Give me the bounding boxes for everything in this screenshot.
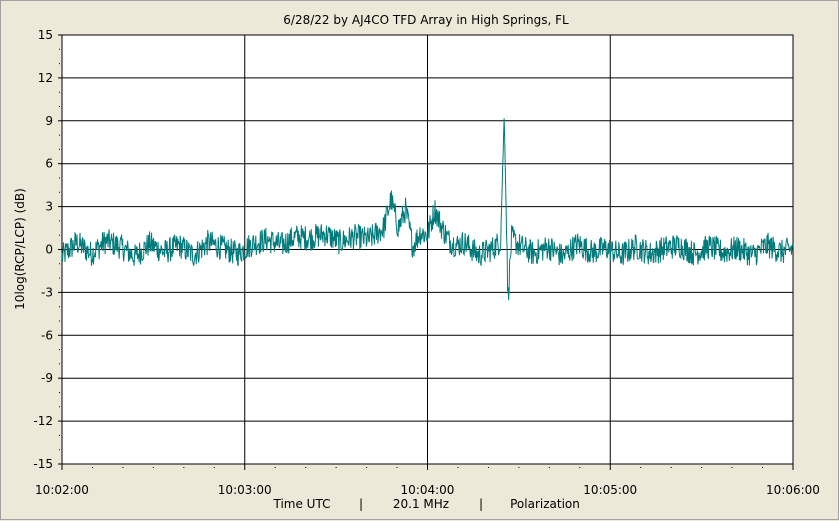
x-tick-label: 10:02:00 [35,483,89,497]
y-axis-label: 10log(RCP/LCP) (dB) [13,188,27,310]
y-tick-label: 12 [38,71,53,85]
y-axis: -15 -12 -9 -6 -3 0 3 6 9 12 15 [33,28,62,471]
x-axis-label-part: Time UTC [273,497,331,511]
series-line-polarization [61,118,794,301]
x-axis-label: Time UTC | 20.1 MHz | Polarization [273,497,580,511]
y-tick-label: 6 [45,157,53,171]
x-tick-label: 10:04:00 [401,483,455,497]
y-tick-label: -15 [33,457,53,471]
x-tick-label: 10:05:00 [583,483,637,497]
y-tick-label: 3 [45,200,53,214]
x-axis-label-part: | [359,497,363,511]
y-tick-label: 9 [45,114,53,128]
x-tick-label: 10:06:00 [766,483,820,497]
y-tick-label: -12 [33,414,53,428]
chart-title: 6/28/22 by AJ4CO TFD Array in High Sprin… [283,13,569,27]
y-tick-label: -6 [41,328,53,342]
x-axis-label-part: | [479,497,483,511]
x-tick-label: 10:03:00 [218,483,272,497]
x-axis-label-part: Polarization [510,497,580,511]
y-tick-label: -3 [41,285,53,299]
y-tick-label: -9 [41,371,53,385]
y-tick-label: 15 [38,28,53,42]
y-tick-label: 0 [45,243,53,257]
x-axis-label-part: 20.1 MHz [393,497,449,511]
x-axis: 10:02:00 10:03:00 10:04:00 10:05:00 10:06:00 [35,464,820,497]
